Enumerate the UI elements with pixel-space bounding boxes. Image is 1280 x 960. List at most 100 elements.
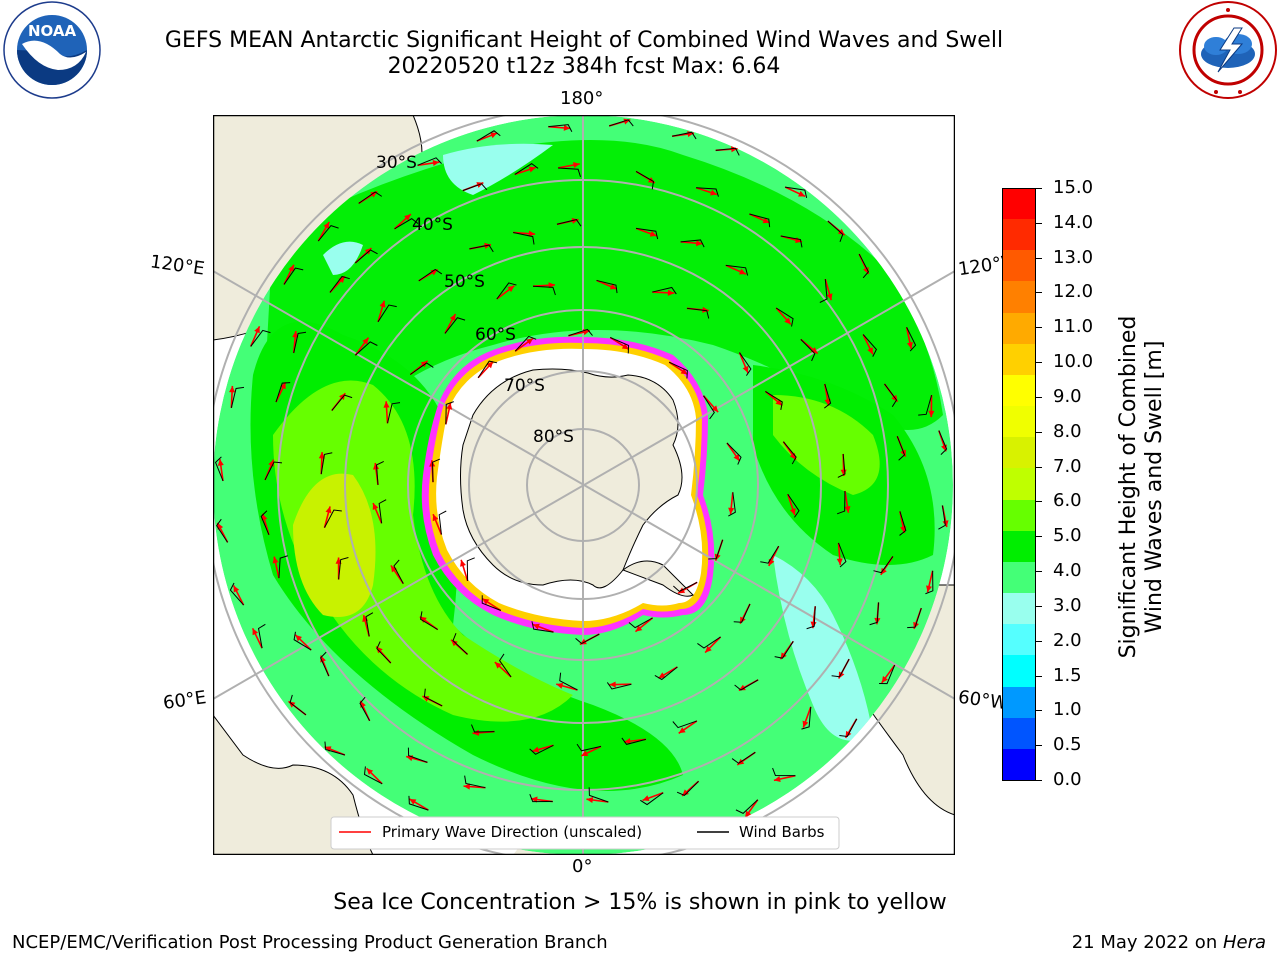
colorbar-tick-mark [1036, 675, 1042, 677]
wind-barb [317, 225, 339, 242]
colorbar-cell [1002, 531, 1036, 563]
colorbar-cell [1002, 281, 1036, 314]
wind-barb [879, 664, 896, 685]
colorbar-cell [1002, 749, 1036, 781]
chart-title-line2: 20220520 t12z 384h fcst Max: 6.64 [387, 54, 781, 79]
wind-barb [257, 623, 266, 649]
wind-barb [469, 244, 494, 253]
wave-arrow [642, 791, 664, 802]
wave-arrow [905, 327, 913, 349]
wind-barb [708, 539, 724, 560]
lon-label-60e: 60°E [161, 687, 208, 714]
wave-arrow [836, 542, 843, 565]
colorbar-tick-label: 1.5 [1053, 664, 1082, 686]
wave-field-low-south-aus [323, 241, 363, 275]
wind-barb [628, 617, 653, 629]
sea-ice-note: Sea Ice Concentration > 15% is shown in … [333, 890, 947, 915]
wind-barb [668, 361, 688, 379]
wave-arrow [494, 661, 512, 678]
wind-barb [839, 718, 858, 738]
wind-barb [410, 362, 434, 375]
map-frame [213, 115, 955, 855]
wave-arrow [596, 279, 618, 290]
wind-barb [477, 360, 498, 379]
wind-barb [375, 461, 384, 485]
wind-barb [596, 279, 618, 294]
wind-barb [529, 794, 553, 803]
wind-barb [680, 239, 705, 248]
wind-barb [229, 582, 244, 606]
wave-arrow [928, 395, 935, 418]
wave-arrow [784, 186, 806, 198]
wave-arrow [372, 502, 383, 524]
wind-barb [672, 720, 698, 729]
wind-barb [420, 611, 438, 631]
wind-barb [444, 317, 466, 334]
wave-arrow [726, 442, 741, 462]
wind-barb [775, 307, 794, 327]
colorbar-label-line1: Significant Height of Combined [1116, 315, 1141, 659]
wave-arrow [272, 556, 280, 579]
wind-barb [329, 275, 350, 293]
colorbar-cell [1002, 188, 1036, 220]
wind-barb [514, 335, 537, 352]
wind-barb [354, 249, 378, 264]
colorbar-tick-mark [1036, 327, 1042, 329]
wind-barb [907, 607, 922, 629]
wind-barb [532, 285, 556, 296]
wind-barb [393, 559, 404, 584]
wave-arrow [548, 124, 571, 131]
wind-barb [432, 458, 441, 483]
wind-barb [703, 395, 715, 420]
wave-arrow [408, 798, 429, 811]
noaa-logo-text: NOAA [28, 22, 77, 40]
colorbar-tick-label: 8.0 [1053, 420, 1082, 442]
wind-barb [559, 672, 578, 691]
colorbar-tick-label: 5.0 [1053, 525, 1082, 547]
wind-barb [452, 633, 468, 655]
wind-barb [376, 641, 392, 664]
colorbar-tick-mark [1036, 780, 1042, 781]
colorbar-tick-mark [1036, 745, 1042, 747]
colorbar-cell [1002, 344, 1036, 376]
wave-arrow [417, 159, 440, 167]
chart-title-line1: GEFS MEAN Antarctic Significant Height o… [164, 28, 1004, 53]
colorbar-tick-mark [1036, 536, 1042, 538]
wind-barb [873, 556, 894, 574]
wind-barb [568, 328, 593, 337]
colorbar-tick-label: 0.5 [1053, 734, 1082, 756]
wind-barb [728, 492, 736, 517]
wave-arrow [514, 337, 534, 352]
wave-arrow [773, 774, 796, 783]
wind-barb [576, 743, 602, 752]
wind-barb [819, 278, 828, 303]
wave-arrow [635, 227, 657, 237]
wind-barb [514, 163, 539, 175]
colorbar-tick-label: 14.0 [1053, 211, 1094, 233]
wind-barb [672, 131, 697, 140]
wind-barb [358, 191, 383, 204]
wind-barb [780, 235, 803, 248]
noaa-logo: NOAA [3, 1, 101, 99]
wind-barb [765, 390, 783, 410]
wave-arrow [496, 285, 515, 300]
wave-arrow [229, 385, 236, 408]
wind-barb [338, 557, 349, 580]
wave-arrow [317, 221, 330, 242]
wind-barb [466, 557, 475, 581]
lon-label-120e: 120°E [148, 251, 206, 280]
wave-arrow [460, 559, 469, 582]
wave-arrow [609, 681, 632, 688]
wind-barb [831, 658, 850, 678]
colorbar-tick-label: 3.0 [1053, 594, 1082, 616]
wave-arrow [294, 634, 312, 651]
wave-arrow [586, 796, 609, 804]
wind-barb [438, 510, 447, 535]
wind-barb [640, 792, 664, 806]
colorbar-cell [1002, 468, 1036, 501]
wave-arrow [217, 459, 224, 482]
wind-barb [377, 304, 397, 323]
wind-barb [785, 186, 808, 199]
wave-arrow [556, 682, 578, 691]
wind-barb [696, 187, 719, 197]
